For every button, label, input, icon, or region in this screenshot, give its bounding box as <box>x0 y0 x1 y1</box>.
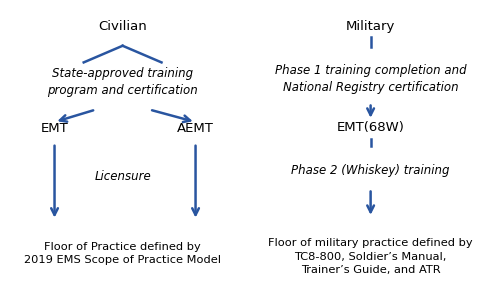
Text: Floor of military practice defined by
TC8-800, Soldier’s Manual,
Trainer’s Guide: Floor of military practice defined by TC… <box>268 238 473 275</box>
Text: Phase 1 training completion and
National Registry certification: Phase 1 training completion and National… <box>275 64 466 94</box>
Text: Civilian: Civilian <box>98 20 147 33</box>
Text: Phase 2 (Whiskey) training: Phase 2 (Whiskey) training <box>292 164 450 177</box>
Text: Licensure: Licensure <box>94 170 151 183</box>
Text: State-approved training
program and certification: State-approved training program and cert… <box>47 67 198 97</box>
Text: EMT(68W): EMT(68W) <box>336 121 404 134</box>
Text: Floor of Practice defined by
2019 EMS Scope of Practice Model: Floor of Practice defined by 2019 EMS Sc… <box>24 242 221 265</box>
Text: EMT: EMT <box>40 123 68 135</box>
Text: Military: Military <box>346 20 396 33</box>
Text: AEMT: AEMT <box>177 123 214 135</box>
